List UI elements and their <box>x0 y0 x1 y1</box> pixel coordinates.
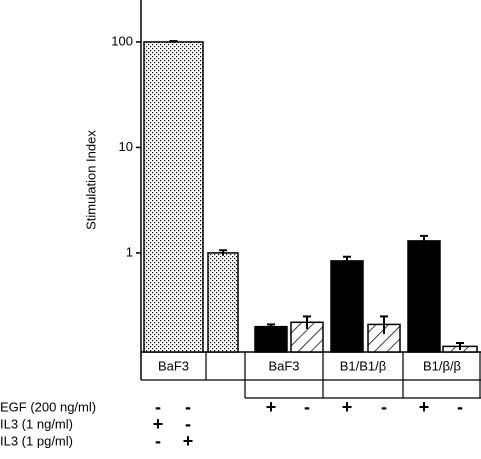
condition-sign: - <box>457 397 463 417</box>
y-tick-label: 10 <box>119 139 133 154</box>
condition-sign: - <box>185 397 191 417</box>
table-lines <box>141 352 481 399</box>
group-label: B1/B1/β <box>340 358 387 373</box>
bar <box>330 260 364 353</box>
bar <box>207 252 239 353</box>
condition-label: EGF (200 ng/ml) <box>0 399 96 414</box>
y-axis-label: Stimulation Index <box>83 130 98 230</box>
y-tick-label: 1 <box>126 244 133 259</box>
condition-sign: + <box>183 431 194 451</box>
condition-sign: + <box>153 414 164 434</box>
condition-sign: - <box>381 397 387 417</box>
condition-sign: + <box>266 397 277 417</box>
bar <box>143 41 204 353</box>
bar <box>407 240 441 353</box>
condition-sign: + <box>342 397 353 417</box>
group-label: BaF3 <box>268 358 299 373</box>
condition-sign: + <box>419 397 430 417</box>
bar <box>254 325 288 353</box>
condition-sign: - <box>185 414 191 434</box>
condition-label: IL3 (1 pg/ml) <box>0 433 73 448</box>
group-label: B1/β/β <box>423 358 461 373</box>
condition-sign: - <box>155 397 161 417</box>
y-tick-label: 100 <box>111 33 133 48</box>
condition-sign: - <box>304 397 310 417</box>
condition-label: IL3 (1 ng/ml) <box>0 416 73 431</box>
group-label: BaF3 <box>158 358 189 373</box>
condition-sign: - <box>155 431 161 451</box>
